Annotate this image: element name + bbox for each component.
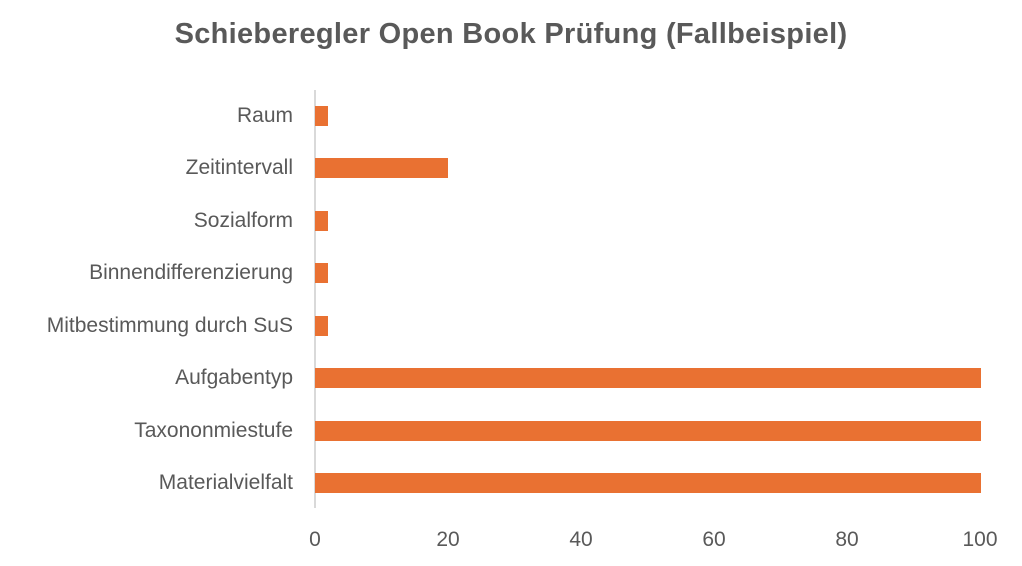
category-label: Raum [236, 104, 293, 127]
y-axis-line [314, 90, 316, 508]
category-label: Binnendifferenzierung [89, 261, 293, 284]
bar [315, 158, 449, 178]
bar [315, 263, 329, 283]
bar [315, 368, 981, 388]
category-label: Mitbestimmung durch SuS [46, 314, 293, 337]
category-label: Materialvielfalt [158, 471, 293, 494]
bar [315, 211, 329, 231]
x-tick-label: 0 [309, 528, 321, 551]
bar [315, 421, 981, 441]
x-tick-label: 40 [569, 528, 593, 551]
category-label: Aufgabentyp [175, 366, 293, 389]
x-tick-label: 80 [835, 528, 859, 551]
bar [315, 106, 329, 126]
x-tick-label: 60 [702, 528, 726, 551]
category-label: Taxononmiestufe [134, 419, 293, 442]
x-tick-label: 20 [436, 528, 460, 551]
category-label: Sozialform [193, 209, 293, 232]
bar [315, 316, 329, 336]
chart-title: Schieberegler Open Book Prüfung (Fallbei… [174, 18, 848, 50]
x-tick-label: 100 [962, 528, 998, 551]
category-label: Zeitintervall [185, 156, 293, 179]
bar [315, 473, 981, 493]
